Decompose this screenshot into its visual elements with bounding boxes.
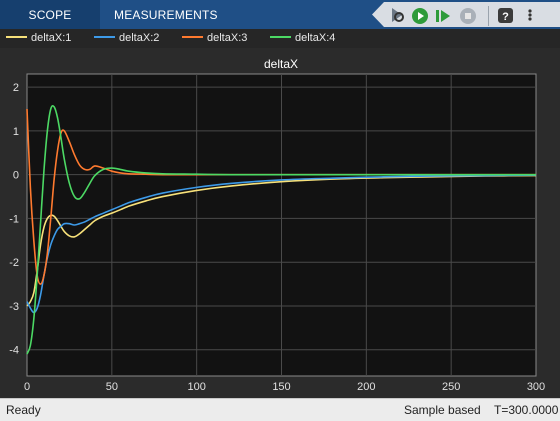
y-tick-label: -4 xyxy=(9,345,19,357)
help-icon[interactable]: ? xyxy=(498,8,513,23)
x-tick-label: 0 xyxy=(24,381,30,393)
legend-label: deltaX:2 xyxy=(119,32,160,44)
tab-measurements[interactable]: MEASUREMENTS xyxy=(114,8,218,22)
y-tick-label: 2 xyxy=(13,82,19,94)
tick-labels: 0 50 100 150 200 250 300 -4 -3 -2 -1 0 1 2 xyxy=(9,82,545,393)
series-line-deltax-1 xyxy=(26,174,537,307)
y-tick-label: 1 xyxy=(13,126,19,138)
status-text: Ready xyxy=(6,403,41,417)
toolstrip: SCOPE MEASUREMENTS ? xyxy=(0,0,560,29)
legend-swatch xyxy=(6,36,27,39)
series-lines xyxy=(26,105,537,355)
simulation-time: T=300.0000 xyxy=(494,403,559,417)
stop-icon[interactable] xyxy=(460,8,476,24)
legend: deltaX:1 deltaX:2 deltaX:3 deltaX:4 xyxy=(0,29,560,48)
x-tick-label: 100 xyxy=(187,381,205,393)
legend-label: deltaX:3 xyxy=(207,32,248,44)
legend-swatch xyxy=(270,36,291,39)
legend-swatch xyxy=(94,36,115,39)
x-tick-label: 150 xyxy=(272,381,290,393)
toolbar-divider xyxy=(488,6,489,26)
y-tick-label: -2 xyxy=(9,257,19,269)
line-chart[interactable]: deltaX 0 50 100 150 200 250 300 -4 -3 -2 -1 0 1 2 xyxy=(0,48,560,396)
legend-swatch xyxy=(182,36,203,39)
scope-plot-area: deltaX 0 50 100 150 200 250 300 -4 -3 -2 -1 0 1 2 xyxy=(0,48,560,396)
y-tick-label: -3 xyxy=(9,301,19,313)
x-tick-label: 300 xyxy=(527,381,545,393)
y-tick-label: 0 xyxy=(13,170,19,182)
legend-item-deltax-2[interactable]: deltaX:2 xyxy=(94,29,159,48)
legend-item-deltax-4[interactable]: deltaX:4 xyxy=(270,29,335,48)
status-bar: Ready Sample based T=300.0000 xyxy=(0,398,560,421)
run-icon[interactable] xyxy=(412,8,428,24)
legend-label: deltaX:1 xyxy=(31,32,72,44)
step-forward-icon[interactable] xyxy=(434,7,452,25)
x-tick-label: 250 xyxy=(442,381,460,393)
scope-settings-icon[interactable] xyxy=(388,6,406,24)
legend-item-deltax-1[interactable]: deltaX:1 xyxy=(6,29,71,48)
legend-item-deltax-3[interactable]: deltaX:3 xyxy=(182,29,247,48)
legend-label: deltaX:4 xyxy=(295,32,336,44)
more-icon[interactable] xyxy=(522,7,538,23)
tab-scope[interactable]: SCOPE xyxy=(0,0,100,29)
quick-access-toolbar: ? xyxy=(372,2,560,27)
x-tick-label: 50 xyxy=(106,381,118,393)
y-tick-label: -1 xyxy=(9,213,19,225)
chart-title: deltaX xyxy=(264,57,298,71)
svg-text:?: ? xyxy=(502,11,509,23)
series-line-deltax-4 xyxy=(26,105,536,355)
sample-mode: Sample based xyxy=(404,403,481,417)
x-tick-label: 200 xyxy=(357,381,375,393)
